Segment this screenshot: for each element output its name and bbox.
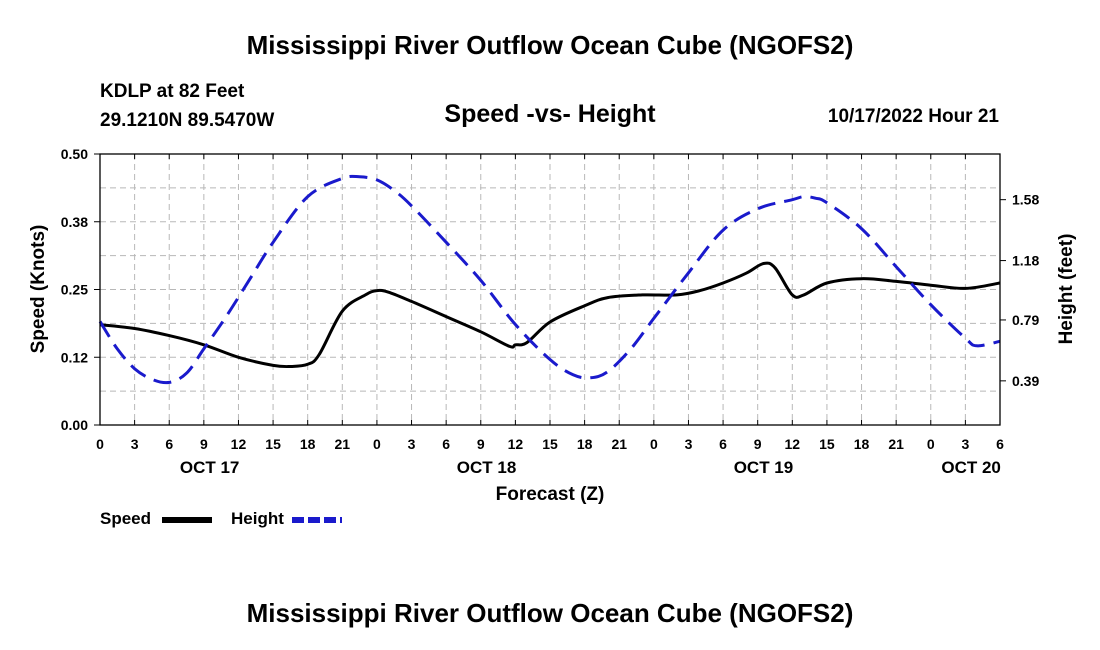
left-y-tick-label: 0.50 [61, 146, 88, 162]
x-tick-label: 0 [927, 436, 935, 452]
x-tick-label: 0 [373, 436, 381, 452]
x-tick-label: 6 [719, 436, 727, 452]
chart-title-repeat: Mississippi River Outflow Ocean Cube (NG… [246, 598, 854, 628]
x-tick-label: 6 [996, 436, 1004, 452]
speed-series-line [99, 261, 1001, 369]
station-name: KDLP at 82 Feet [100, 81, 245, 102]
chart-subtitle: Speed -vs- Height [444, 100, 656, 128]
x-tick-label: 9 [200, 436, 208, 452]
day-label: OCT 19 [734, 458, 794, 477]
x-tick-label: 15 [819, 436, 835, 452]
x-tick-label: 3 [961, 436, 969, 452]
x-tick-label: 15 [265, 436, 281, 452]
chart-title: Mississippi River Outflow Ocean Cube (NG… [246, 30, 854, 60]
x-tick-label: 21 [888, 436, 904, 452]
x-tick-label: 12 [785, 436, 801, 452]
x-tick-label: 18 [577, 436, 593, 452]
left-y-tick-label: 0.25 [61, 282, 88, 298]
legend-speed-label: Speed [100, 509, 152, 528]
right-y-tick-label: 0.39 [1012, 373, 1039, 389]
right-y-tick-label: 1.58 [1012, 192, 1039, 208]
right-y-tick-label: 0.79 [1012, 312, 1039, 328]
left-y-tick-label: 0.38 [61, 214, 88, 230]
x-tick-label: 0 [650, 436, 658, 452]
station-info: KDLP at 82 Feet 29.1210N 89.5470W [100, 77, 274, 135]
x-tick-label: 9 [754, 436, 762, 452]
height-series-line [98, 174, 1001, 385]
axis-ticks: 0 3 6 9 12 15 18 21 0 3 6 9 12 15 18 21 0 3 6 9 12 15 18 21 0 3 6O… [61, 146, 1040, 477]
day-label: OCT 17 [180, 458, 240, 477]
x-tick-label: 3 [408, 436, 416, 452]
left-axis-label: Speed (Knots) [28, 225, 49, 354]
x-tick-label: 15 [542, 436, 558, 452]
x-axis-label: Forecast (Z) [496, 484, 605, 505]
x-tick-label: 18 [854, 436, 870, 452]
day-label: OCT 18 [457, 458, 517, 477]
x-tick-label: 21 [611, 436, 627, 452]
series-lines [98, 174, 1001, 385]
x-tick-label: 9 [477, 436, 485, 452]
x-tick-label: 12 [231, 436, 247, 452]
grid-lines [100, 154, 1000, 425]
x-tick-label: 18 [300, 436, 316, 452]
left-y-tick-label: 0.12 [61, 349, 88, 365]
x-tick-label: 0 [96, 436, 104, 452]
right-y-tick-label: 1.18 [1012, 253, 1039, 269]
legend-height-label: Height [231, 509, 284, 528]
left-y-tick-label: 0.00 [61, 417, 88, 433]
right-axis-label: Height (feet) [1056, 234, 1077, 345]
x-tick-label: 3 [131, 436, 139, 452]
x-tick-label: 3 [685, 436, 693, 452]
station-coords: 29.1210N 89.5470W [100, 110, 275, 131]
day-label: OCT 20 [941, 458, 1001, 477]
x-tick-label: 12 [508, 436, 524, 452]
x-tick-label: 6 [165, 436, 173, 452]
x-tick-label: 21 [335, 436, 351, 452]
x-tick-label: 6 [442, 436, 450, 452]
forecast-datetime: 10/17/2022 Hour 21 [827, 106, 999, 127]
